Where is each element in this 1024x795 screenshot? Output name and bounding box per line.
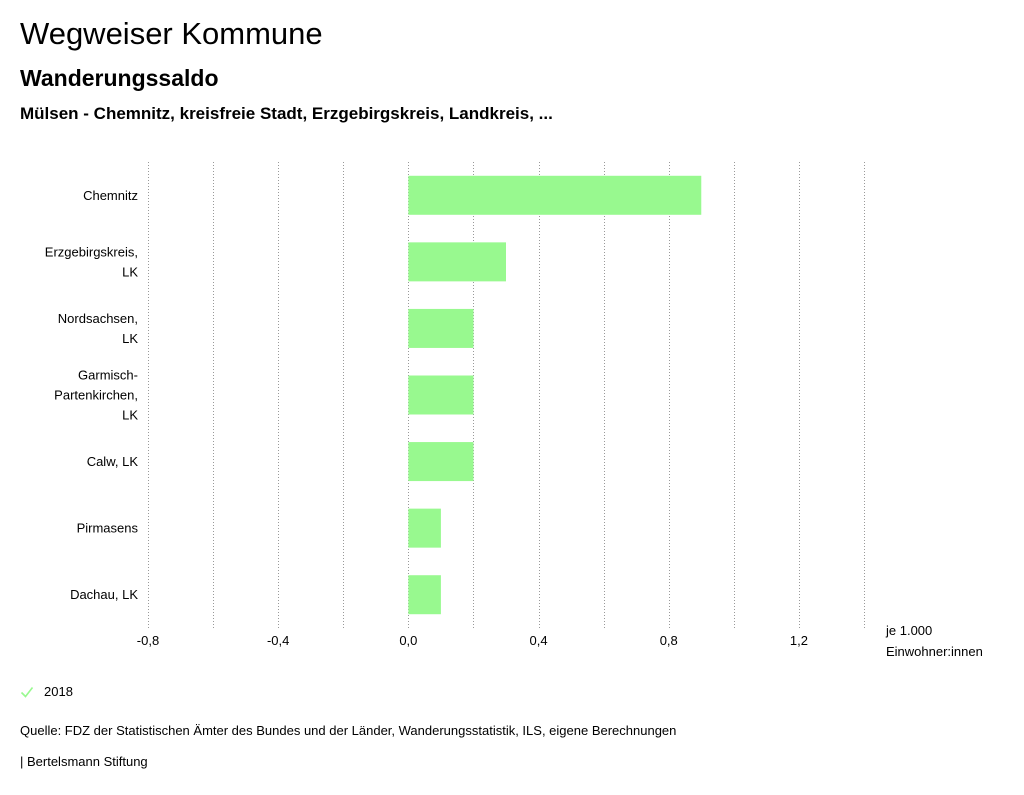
category-label-line: Erzgebirgskreis, (45, 244, 138, 259)
x-axis-ticks: -0,8 -0,4 0,0 0,4 0,8 1,2 (137, 633, 808, 648)
x-tick-label: 0,4 (530, 633, 548, 648)
unit-label: je 1.000 Einwohner:innen (885, 623, 983, 659)
category-label: Chemnitz (83, 188, 138, 203)
x-tick-label: 1,2 (790, 633, 808, 648)
x-tick-label: -0,4 (267, 633, 289, 648)
bar[interactable] (408, 375, 474, 415)
bar-chart: Chemnitz Erzgebirgskreis, LK Nordsachsen, LK… (45, 162, 983, 659)
category-label-line: Chemnitz (83, 188, 138, 203)
unit-label-line-1: je 1.000 (885, 623, 932, 638)
category-label: Pirmasens (77, 521, 139, 536)
category-label: Nordsachsen, LK (58, 311, 139, 346)
x-tick-label: 0,8 (660, 633, 678, 648)
category-label-line: Pirmasens (77, 521, 139, 536)
bar[interactable] (408, 508, 441, 548)
bars (408, 175, 702, 615)
category-label: Dachau, LK (70, 587, 138, 602)
chart-subtitle: Wanderungssaldo (20, 65, 219, 91)
x-tick-label: -0,8 (137, 633, 159, 648)
category-labels: Chemnitz Erzgebirgskreis, LK Nordsachsen, LK… (45, 188, 139, 602)
category-label: Garmisch- Partenkirchen, LK (54, 368, 138, 423)
bar[interactable] (408, 242, 506, 282)
category-label-line: LK (122, 408, 138, 423)
gridlines (148, 162, 865, 628)
check-icon (20, 686, 34, 698)
category-label: Calw, LK (87, 454, 139, 469)
category-label-line: LK (122, 264, 138, 279)
page-title: Wegweiser Kommune (20, 16, 323, 51)
x-tick-label: 0,0 (399, 633, 417, 648)
bar[interactable] (408, 575, 441, 615)
legend[interactable]: 2018 (20, 684, 73, 699)
category-label-line: Calw, LK (87, 454, 139, 469)
category-label-line: LK (122, 331, 138, 346)
category-label: Erzgebirgskreis, LK (45, 244, 139, 279)
credit-note: | Bertelsmann Stiftung (20, 754, 148, 769)
region-selection: Mülsen - Chemnitz, kreisfreie Stadt, Erz… (20, 104, 553, 123)
unit-label-line-2: Einwohner:innen (886, 644, 983, 659)
bar[interactable] (408, 442, 474, 482)
source-note: Quelle: FDZ der Statistischen Ämter des … (20, 723, 677, 738)
category-label-line: Garmisch- (78, 368, 138, 383)
legend-label: 2018 (44, 684, 73, 699)
bar[interactable] (408, 308, 474, 348)
category-label-line: Dachau, LK (70, 587, 138, 602)
bar[interactable] (408, 175, 702, 215)
category-label-line: Nordsachsen, (58, 311, 138, 326)
category-label-line: Partenkirchen, (54, 388, 138, 403)
